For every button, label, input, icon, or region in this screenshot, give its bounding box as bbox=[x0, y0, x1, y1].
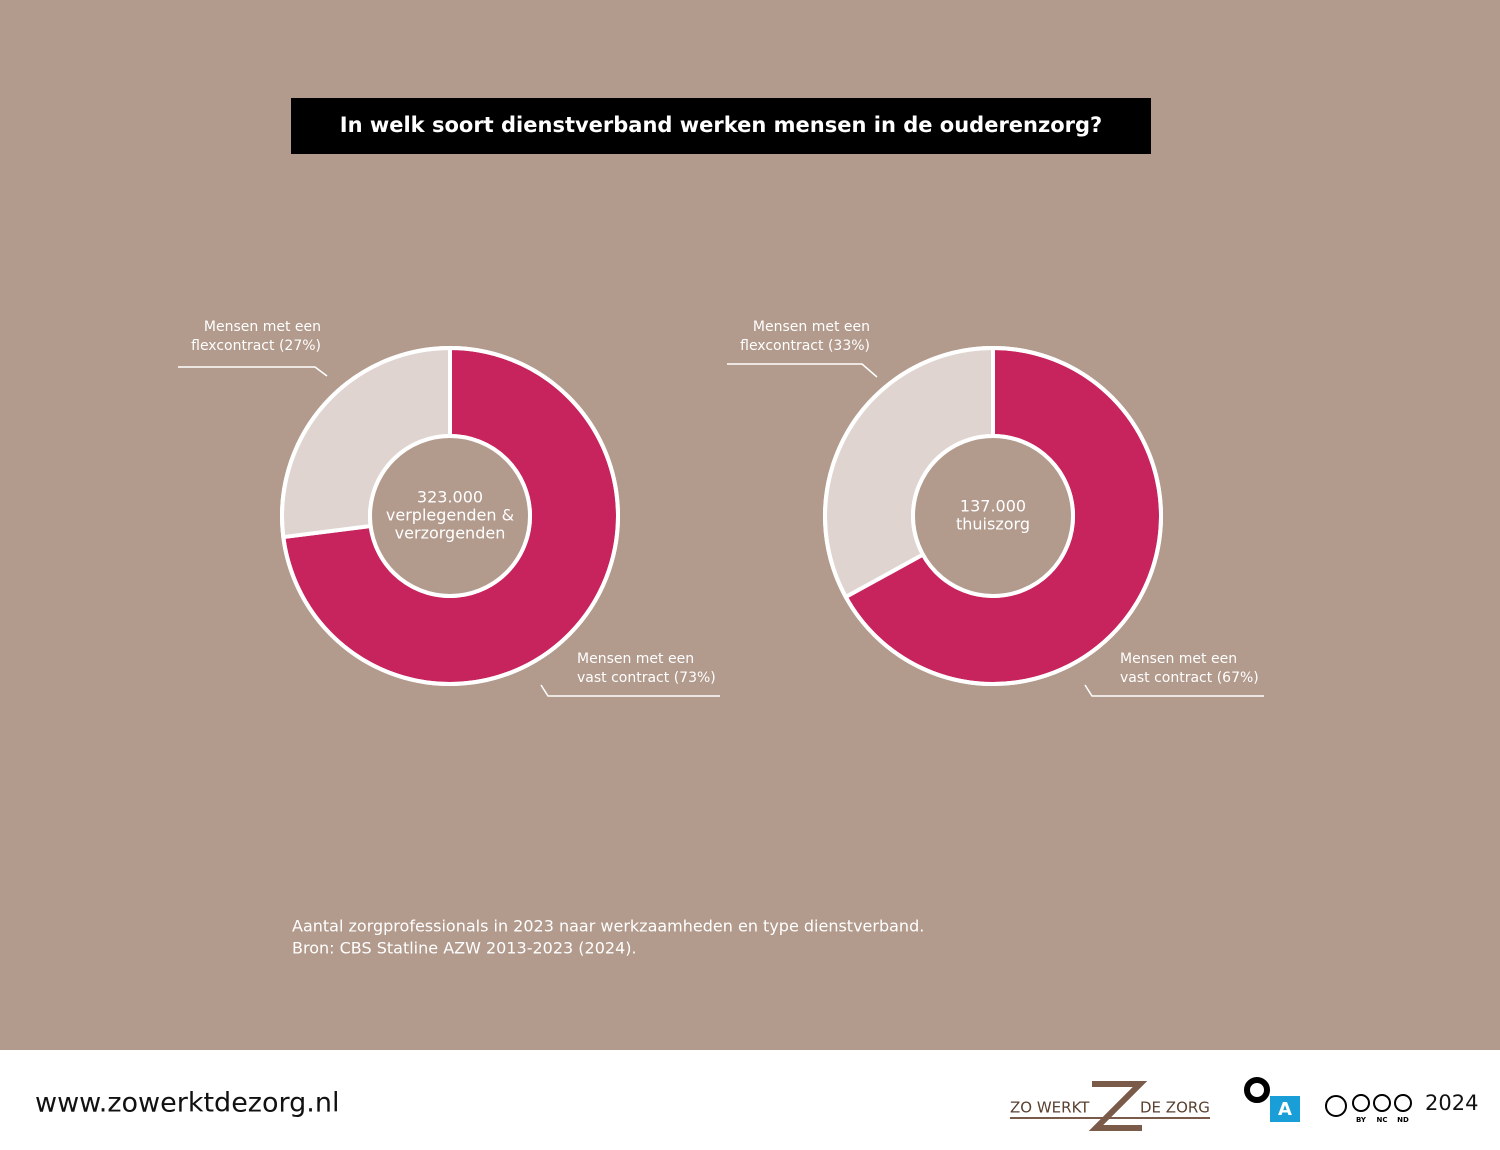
oa-logo-circle bbox=[1244, 1077, 1270, 1103]
donut-hole bbox=[911, 434, 1075, 598]
center-label: verplegenden & bbox=[386, 506, 514, 525]
leader-line bbox=[727, 363, 878, 378]
segment-label: flexcontract (27%) bbox=[191, 338, 321, 354]
center-label: thuiszorg bbox=[956, 515, 1030, 534]
center-label: 137.000 bbox=[960, 497, 1026, 516]
license-text: BY bbox=[1356, 1116, 1367, 1124]
leader-line bbox=[540, 684, 720, 697]
donut-outline bbox=[823, 346, 1163, 686]
logo-text: DE ZORG bbox=[1140, 1099, 1210, 1117]
background bbox=[0, 0, 1500, 1050]
cc-icon bbox=[1352, 1094, 1370, 1112]
logo-text: ZO WERKT bbox=[1010, 1099, 1090, 1117]
cc-icon bbox=[1394, 1094, 1412, 1112]
donut-hole bbox=[368, 434, 532, 598]
oa-logo-box bbox=[1270, 1096, 1300, 1122]
license-text: ND bbox=[1397, 1116, 1409, 1124]
segment-label: Mensen met een bbox=[577, 651, 694, 667]
center-label: 323.000 bbox=[417, 488, 483, 507]
note: Aantal zorgprofessionals in 2023 naar we… bbox=[292, 917, 924, 936]
segment-label: Mensen met een bbox=[204, 319, 321, 335]
title-box bbox=[291, 98, 1151, 154]
title: In welk soort dienstverband werken mense… bbox=[340, 113, 1102, 137]
note: Bron: CBS Statline AZW 2013-2023 (2024). bbox=[292, 939, 637, 958]
segment-label: Mensen met een bbox=[753, 319, 870, 335]
year: 2024 bbox=[1425, 1091, 1478, 1115]
logo-z bbox=[1088, 1081, 1148, 1131]
leader-line bbox=[1084, 684, 1264, 697]
website-url[interactable]: www.zowerktdezorg.nl bbox=[35, 1088, 339, 1119]
cc-icon bbox=[1325, 1095, 1347, 1117]
license-text: NC bbox=[1377, 1116, 1388, 1124]
cc-icon bbox=[1373, 1094, 1391, 1112]
segment-label: flexcontract (33%) bbox=[740, 338, 870, 354]
segment-label: vast contract (67%) bbox=[1120, 670, 1259, 686]
donut-outline bbox=[280, 346, 620, 686]
leader-line bbox=[178, 366, 328, 377]
segment-label: vast contract (73%) bbox=[577, 670, 716, 686]
oa-logo-text: A bbox=[1278, 1099, 1292, 1120]
center-label: verzorgenden bbox=[395, 524, 506, 543]
segment-label: Mensen met een bbox=[1120, 651, 1237, 667]
